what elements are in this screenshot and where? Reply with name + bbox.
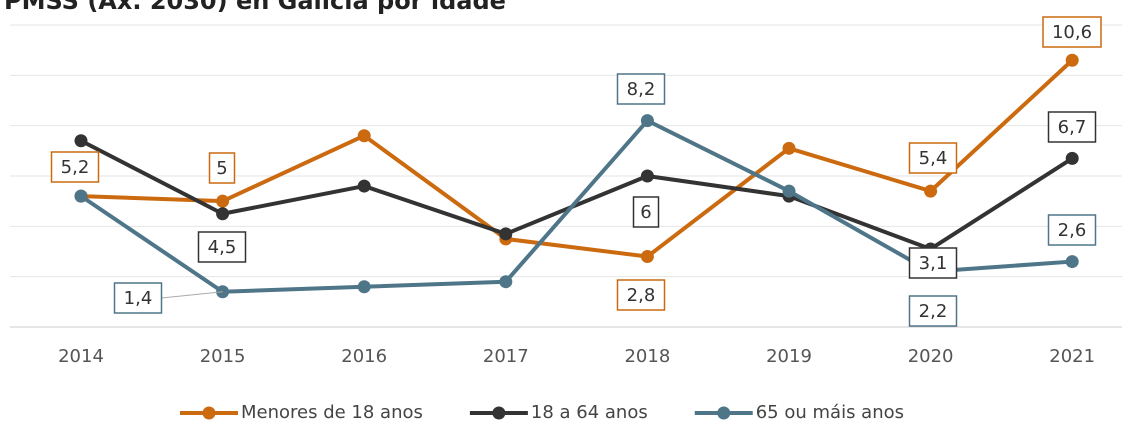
- data-label: 3,1: [919, 253, 948, 274]
- x-tick-label: 2020: [908, 346, 954, 367]
- data-label: 6: [640, 202, 651, 223]
- x-tick-label: 2014: [58, 346, 104, 367]
- data-label: 2,2: [919, 301, 948, 322]
- data-point: [782, 184, 796, 198]
- data-label: 5,2: [61, 157, 90, 178]
- label-box: [1047, 111, 1097, 143]
- data-point: [499, 227, 513, 241]
- legend-label: 18 a 64 anos: [531, 402, 648, 423]
- data-point: [782, 141, 796, 155]
- label-box: [113, 282, 163, 314]
- data-point: [357, 129, 371, 143]
- leader-line: [161, 291, 223, 299]
- legend-label: 65 ou máis anos: [756, 402, 904, 423]
- label-box: [908, 247, 958, 279]
- x-tick-label: 2021: [1049, 346, 1095, 367]
- data-label: 8,2: [627, 79, 656, 100]
- data-point: [357, 280, 371, 294]
- data-point: [1065, 255, 1079, 269]
- data-label: 4,5: [208, 237, 237, 258]
- data-label: 6,7: [1058, 117, 1087, 138]
- data-label: 1,4: [124, 288, 153, 309]
- data-label: 5: [216, 158, 227, 179]
- label-box: [197, 231, 247, 263]
- x-tick-label: 2017: [483, 346, 529, 367]
- series-line: [79, 118, 1073, 294]
- label-box: [632, 196, 660, 228]
- label-box: [616, 73, 666, 105]
- legend-marker: [492, 406, 506, 420]
- label-box: [616, 279, 666, 311]
- chart-title: PMSS (Ax. 2030) en Galicia por idade: [4, 0, 506, 15]
- x-tick-label: 2015: [200, 346, 246, 367]
- data-point: [640, 114, 654, 128]
- legend-marker: [717, 406, 731, 420]
- x-tick-label: 2016: [341, 346, 387, 367]
- data-point: [216, 207, 230, 221]
- data-label: 2,6: [1058, 220, 1087, 241]
- series-line: [80, 58, 1074, 259]
- label-box: [50, 151, 100, 183]
- legend-marker: [202, 406, 216, 420]
- x-tick-label: 2019: [766, 346, 812, 367]
- data-point: [1065, 151, 1079, 165]
- label-box: [908, 142, 958, 174]
- data-point: [499, 275, 513, 289]
- data-label: 2,8: [627, 285, 656, 306]
- data-point: [640, 250, 654, 264]
- data-label: 5,4: [919, 148, 948, 169]
- data-point: [74, 189, 88, 203]
- data-label: 10,6: [1052, 22, 1092, 43]
- legend-label: Menores de 18 anos: [241, 402, 423, 423]
- x-tick-label: 2018: [624, 346, 670, 367]
- label-box: [1047, 214, 1097, 246]
- data-point: [924, 184, 938, 198]
- data-point: [1065, 53, 1079, 67]
- series-line: [80, 138, 1074, 251]
- data-point: [216, 194, 230, 208]
- data-point: [357, 179, 371, 193]
- data-point: [640, 169, 654, 183]
- data-point: [74, 134, 88, 148]
- label-box: [908, 295, 958, 327]
- label-box: [208, 152, 236, 184]
- label-box: [1042, 16, 1102, 48]
